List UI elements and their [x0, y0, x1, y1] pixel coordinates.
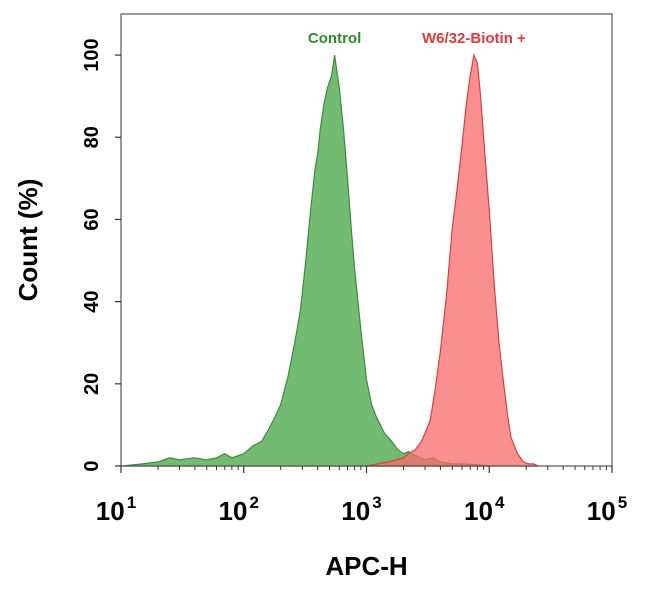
x-tick-label: 10 3 — [341, 493, 381, 526]
x-tick-label: 10 5 — [587, 493, 627, 526]
y-axis-ticks: 0 20 40 60 80 100 — [81, 38, 121, 472]
y-tick-label: 0 — [81, 460, 103, 471]
series-labels: Control W6/32-Biotin + — [308, 30, 526, 47]
x-tick-label: 10 4 — [464, 493, 505, 526]
y-tick-label: 20 — [81, 373, 103, 395]
y-axis-label: Count (%) — [13, 179, 43, 302]
x-tick-label: 10 2 — [219, 493, 259, 526]
series-label-2: W6/32-Biotin + — [422, 30, 526, 47]
series-layer — [120, 53, 539, 467]
series-area-2 — [366, 53, 539, 467]
y-tick-label: 100 — [81, 38, 103, 71]
x-axis-label: APC-H — [325, 551, 407, 581]
x-tick-label: 10 1 — [96, 493, 136, 526]
x-axis-ticks: 10 1 10 2 10 3 10 4 10 5 — [96, 466, 627, 526]
y-tick-label: 80 — [81, 126, 103, 148]
y-tick-label: 40 — [81, 291, 103, 313]
y-tick-label: 60 — [81, 208, 103, 230]
series-label-1: Control — [308, 30, 361, 47]
